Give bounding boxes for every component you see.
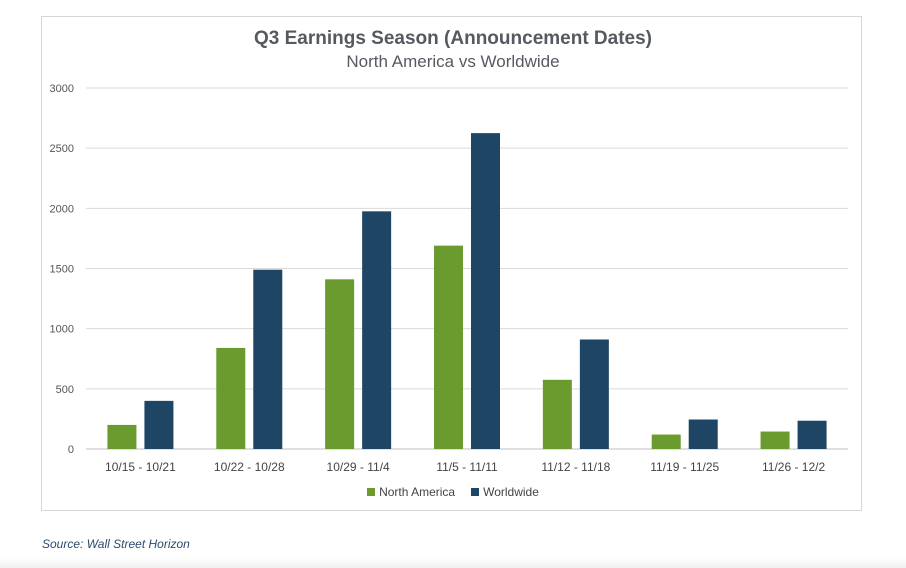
y-tick-label: 2000 <box>50 203 74 215</box>
bar <box>760 431 790 449</box>
bar <box>253 269 283 449</box>
legend-label-north-america: North America <box>379 485 456 499</box>
x-tick-label: 11/19 - 11/25 <box>650 460 719 474</box>
x-tick-label: 10/22 - 10/28 <box>214 460 285 474</box>
x-tick-label: 11/12 - 11/18 <box>541 460 610 474</box>
x-tick-label: 11/26 - 12/2 <box>762 460 825 474</box>
y-tick-label: 0 <box>68 444 74 456</box>
legend-swatch-worldwide <box>471 488 480 496</box>
y-tick-label: 1000 <box>50 324 74 336</box>
legend-item-worldwide: Worldwide <box>471 485 539 499</box>
bar <box>579 339 609 449</box>
chart-title: Q3 Earnings Season (Announcement Dates) <box>253 28 653 49</box>
bottom-fade <box>0 558 906 568</box>
bar <box>651 434 681 449</box>
bar <box>144 400 174 449</box>
source-note: Source: Wall Street Horizon <box>42 537 190 551</box>
x-tick-label: 11/5 - 11/11 <box>436 460 498 474</box>
bar <box>362 211 392 449</box>
bar <box>434 245 463 449</box>
x-tick-label: 10/15 - 10/21 <box>105 460 176 474</box>
legend-label-worldwide: Worldwide <box>483 485 539 499</box>
bar <box>325 279 355 449</box>
x-tick-label: 10/29 - 11/4 <box>327 460 390 474</box>
legend-item-north-america: North America <box>367 485 455 499</box>
chart-subtitle: North America vs Worldwide <box>346 52 560 71</box>
bar <box>797 420 827 449</box>
bar <box>471 133 500 449</box>
y-tick-label: 2500 <box>50 143 74 155</box>
y-tick-label: 500 <box>56 384 74 396</box>
bar <box>216 347 246 449</box>
bar <box>542 379 572 449</box>
bar <box>688 419 718 449</box>
y-tick-label: 1500 <box>50 264 74 276</box>
y-tick-label: 3000 <box>50 83 74 95</box>
legend-swatch-north-america <box>367 488 376 496</box>
bar <box>107 424 137 449</box>
chart-legend: North America Worldwide <box>0 485 906 499</box>
